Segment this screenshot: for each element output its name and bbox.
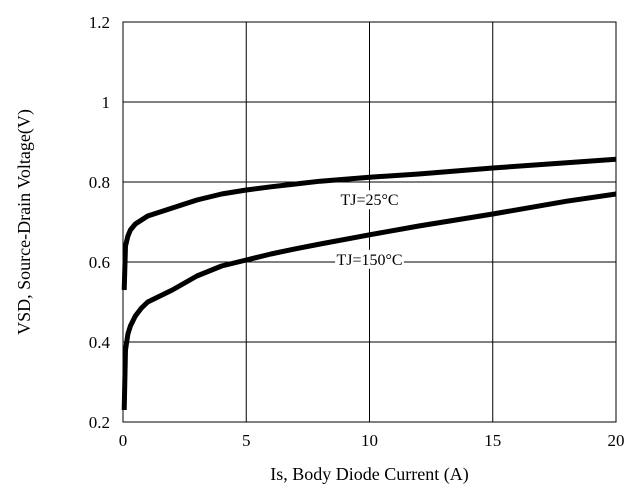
grid [123,22,616,422]
curves [121,156,617,411]
y-tick-label: 1.2 [89,13,110,32]
x-tick-label: 5 [242,431,251,450]
curve-annotations: TJ=25°C TJ=150°C [335,190,404,269]
y-tick-label: 0.8 [89,173,110,192]
y-axis-title: VSD, Source-Drain Voltage(V) [14,109,35,335]
y-tick-label: 1 [102,93,111,112]
y-tick-label: 0.2 [89,413,110,432]
y-tick-label: 0.6 [89,253,110,272]
tick-labels: 0 5 10 15 20 0.2 0.4 0.6 0.8 1 1.2 [89,13,625,450]
x-tick-label: 20 [608,431,625,450]
annotation-background [339,190,400,210]
plot-frame [122,21,617,423]
x-tick-label: 0 [119,431,128,450]
x-axis-title: Is, Body Diode Current (A) [270,464,468,485]
curve-label-1: TJ=25°C [340,192,398,209]
curve-label-2: TJ=150°C [336,252,402,269]
x-tick-label: 15 [484,431,501,450]
series-line-1 [121,156,617,291]
series-line-2 [121,191,617,411]
annotation-background [335,249,404,269]
x-tick-label: 10 [361,431,378,450]
y-tick-label: 0.4 [89,333,111,352]
